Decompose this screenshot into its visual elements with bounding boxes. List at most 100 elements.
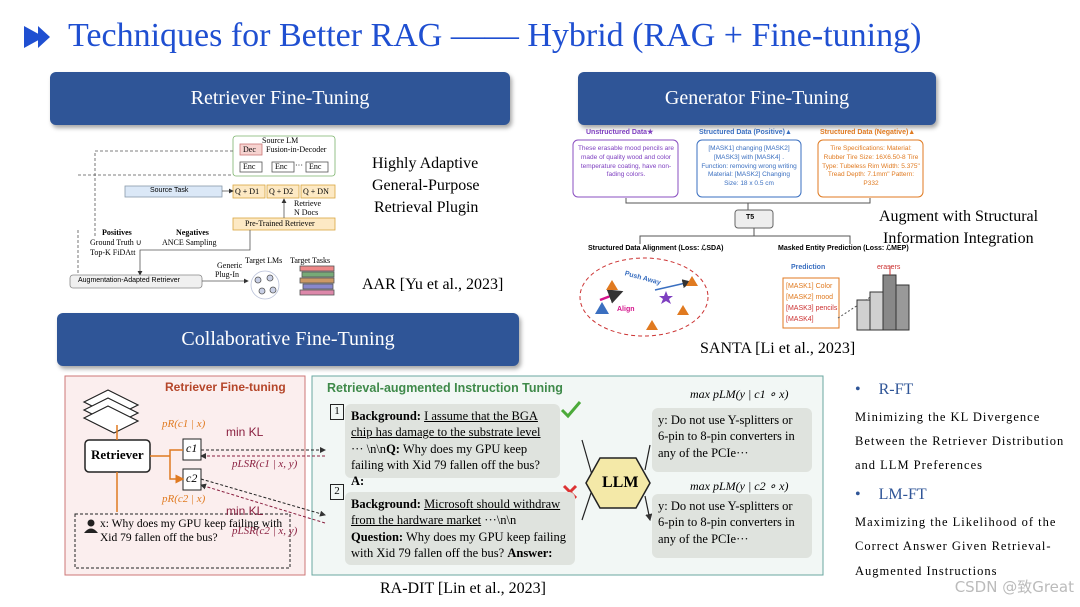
output-box: y: Do not use Y-splitters or 6-pin to 8-…	[652, 408, 812, 472]
description: Retrieval Plugin	[374, 199, 479, 216]
bullet-line: Between the Retriever Distribution	[855, 434, 1065, 448]
example-number: 2	[330, 484, 344, 500]
example-box: Background: I assume that the BGA chip h…	[345, 404, 560, 488]
output-box: y: Do not use Y-splitters or 6-pin to 8-…	[652, 494, 812, 558]
description: General-Purpose	[372, 177, 480, 194]
fig-label: Q + D2	[269, 187, 294, 196]
description: Augment with Structural	[879, 208, 1039, 225]
fig-label: min KL	[226, 504, 264, 518]
fig-label: Source Task	[150, 187, 189, 194]
fig-label: Plug-In	[215, 270, 239, 279]
fig-label: pR(c1 | x)	[162, 418, 206, 430]
fig-label: [MASK3] pencils	[786, 305, 838, 312]
fig-label: Top-K FiDAtt	[90, 248, 136, 257]
fig-label: [MASK2] mood	[786, 294, 834, 301]
fig-label: c1	[186, 441, 198, 455]
fig-label: N Docs	[294, 208, 319, 217]
fig-label: Target Tasks	[290, 256, 331, 265]
fig-label: Pre-Trained Retriever	[245, 219, 315, 228]
fig-label: pLSR(c1 | x, y)	[232, 458, 298, 470]
bullet-line: Minimizing the KL Divergence	[855, 410, 1041, 424]
fig-text: [MASK1] changing [MASK2] [MASK3] with [M…	[701, 145, 797, 188]
fig-label: Target LMs	[245, 256, 283, 265]
bullet-label: • R-FT	[855, 381, 914, 398]
fig-label: Generic	[217, 261, 243, 270]
objective: max pLM(y | c2 ∘ x)	[690, 479, 789, 493]
fig-label: Unstructured Data★	[586, 129, 654, 136]
section-header: Retriever Fine-Tuning	[50, 72, 510, 125]
fig-label: ANCE Sampling	[162, 238, 217, 247]
bullet-text: LM-FT	[878, 486, 927, 503]
label: Background:	[351, 497, 421, 511]
fig-label: Align	[617, 306, 635, 313]
objective: max pLM(y | c1 ∘ x)	[690, 387, 789, 401]
label: A:	[351, 474, 365, 488]
caption: RA-DIT [Lin et al., 2023]	[380, 580, 546, 597]
fig-label: Retriever	[91, 447, 144, 462]
fig-text: Tire Specifications: Material: Rubber Ti…	[822, 145, 920, 188]
santa-figure	[572, 139, 924, 337]
bullet-line: and LLM Preferences	[855, 458, 983, 472]
fig-label: Q + D1	[235, 187, 260, 196]
caption: SANTA [Li et al., 2023]	[700, 340, 856, 357]
question: Why does my GPU keep failing with Xid 79…	[351, 441, 540, 472]
fig-label: min KL	[226, 425, 264, 439]
fig-label: Structured Data (Positive)▲	[699, 129, 792, 136]
fig-label: Masked Entity Prediction (Loss: ℒMEP)	[778, 245, 909, 252]
example-box: Background: Microsoft should withdraw fr…	[345, 492, 575, 565]
example-number: 1	[330, 404, 344, 420]
label: Question:	[351, 529, 404, 544]
fig-label: Enc	[309, 162, 322, 171]
fig-label: Q + DN	[303, 187, 329, 196]
watermark: CSDN @致Great	[954, 578, 1074, 596]
fig-label: [MASK1] Color	[786, 283, 833, 290]
fig-label: Negatives	[176, 228, 209, 237]
section-header: Collaborative Fine-Tuning	[57, 313, 519, 366]
passage: Microsoft should withdraw from the hardw…	[351, 497, 561, 528]
fig-label: pLSR(c2 | x, y)	[232, 525, 298, 537]
fig-label: Enc	[275, 162, 288, 171]
fig-label: Structured Data (Negative)▲	[820, 129, 916, 136]
fig-label: T5	[746, 214, 755, 221]
fig-label: Augmentation-Adapted Retriever	[78, 277, 180, 284]
description: Information Integration	[883, 230, 1034, 247]
fig-label: Ground Truth ∪	[90, 238, 142, 247]
fig-label: pR(c2 | x)	[162, 493, 206, 505]
label: Answer:	[507, 545, 553, 560]
fig-label: Retrieval-augmented Instruction Tuning	[327, 381, 563, 395]
fig-label: ···	[295, 161, 303, 170]
bullet-label: • LM-FT	[855, 486, 927, 503]
bullet-text: R-FT	[878, 381, 914, 398]
bullet-line: Augmented Instructions	[855, 564, 998, 578]
caption: AAR [Yu et al., 2023]	[362, 276, 504, 293]
fig-label: c2	[186, 471, 198, 485]
fig-label: erasers	[877, 264, 901, 271]
fig-label: Dec	[243, 145, 256, 154]
fig-label: Prediction	[791, 264, 826, 271]
passage-end: ···\n\n	[481, 513, 517, 528]
title-icon	[24, 26, 50, 48]
fig-label: Source LM	[262, 136, 299, 145]
description: Highly Adaptive	[372, 155, 479, 172]
fig-label: Enc	[243, 162, 256, 171]
fig-label: LLM	[602, 474, 639, 491]
passage: I assume that the BGA chip has damage to…	[351, 409, 541, 440]
fig-label: Positives	[102, 228, 132, 237]
label: Background:	[351, 409, 421, 423]
question: Why does my GPU keep failing with Xid 79…	[351, 529, 567, 560]
fig-label: [MASK4]	[786, 316, 814, 323]
bullet-line: Correct Answer Given Retrieval-	[855, 539, 1052, 553]
fig-label: Retriever Fine-tuning	[165, 380, 286, 394]
slide-title: Techniques for Better RAG —— Hybrid (RAG…	[68, 17, 922, 54]
bullet-line: Maximizing the Likelihood of the	[855, 515, 1057, 529]
label: Q:	[386, 441, 400, 456]
aar-figure	[69, 135, 336, 300]
query: x: Why does my GPU keep failing with Xid…	[100, 518, 283, 545]
fig-label: Retrieve	[294, 199, 322, 208]
section-header: Generator Fine-Tuning	[578, 72, 936, 125]
passage-end: ··· \n\n	[351, 441, 387, 456]
fig-label: Fusion-in-Decoder	[266, 145, 327, 154]
fig-text: These erasable mood pencils are made of …	[577, 145, 675, 179]
fig-label: Structured Data Alignment (Loss: ℒSDA)	[588, 245, 724, 252]
